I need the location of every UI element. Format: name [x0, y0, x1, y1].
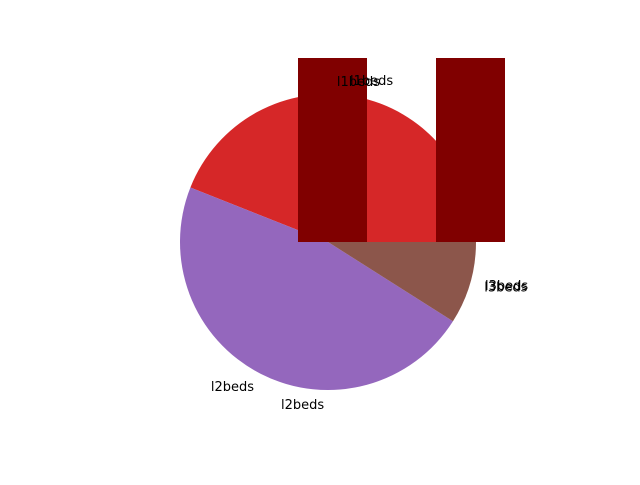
- pie-label-l1beds: l1beds: [337, 75, 380, 90]
- pie-label-l3beds: l3beds: [484, 280, 527, 295]
- pie-slice-l3beds: [328, 242, 476, 322]
- bar-chart: [298, 58, 505, 242]
- bar-1: [298, 58, 367, 242]
- pie-label-l2beds: l2beds: [211, 380, 254, 395]
- pie-label-extra-l2beds: l2beds: [281, 398, 324, 413]
- pie-label-extra-l3beds: l3beds: [485, 279, 528, 294]
- pie-label-extra-l1beds: l1beds: [350, 74, 393, 89]
- pie-slice-l2beds: [179, 187, 453, 391]
- bar-2: [436, 58, 505, 242]
